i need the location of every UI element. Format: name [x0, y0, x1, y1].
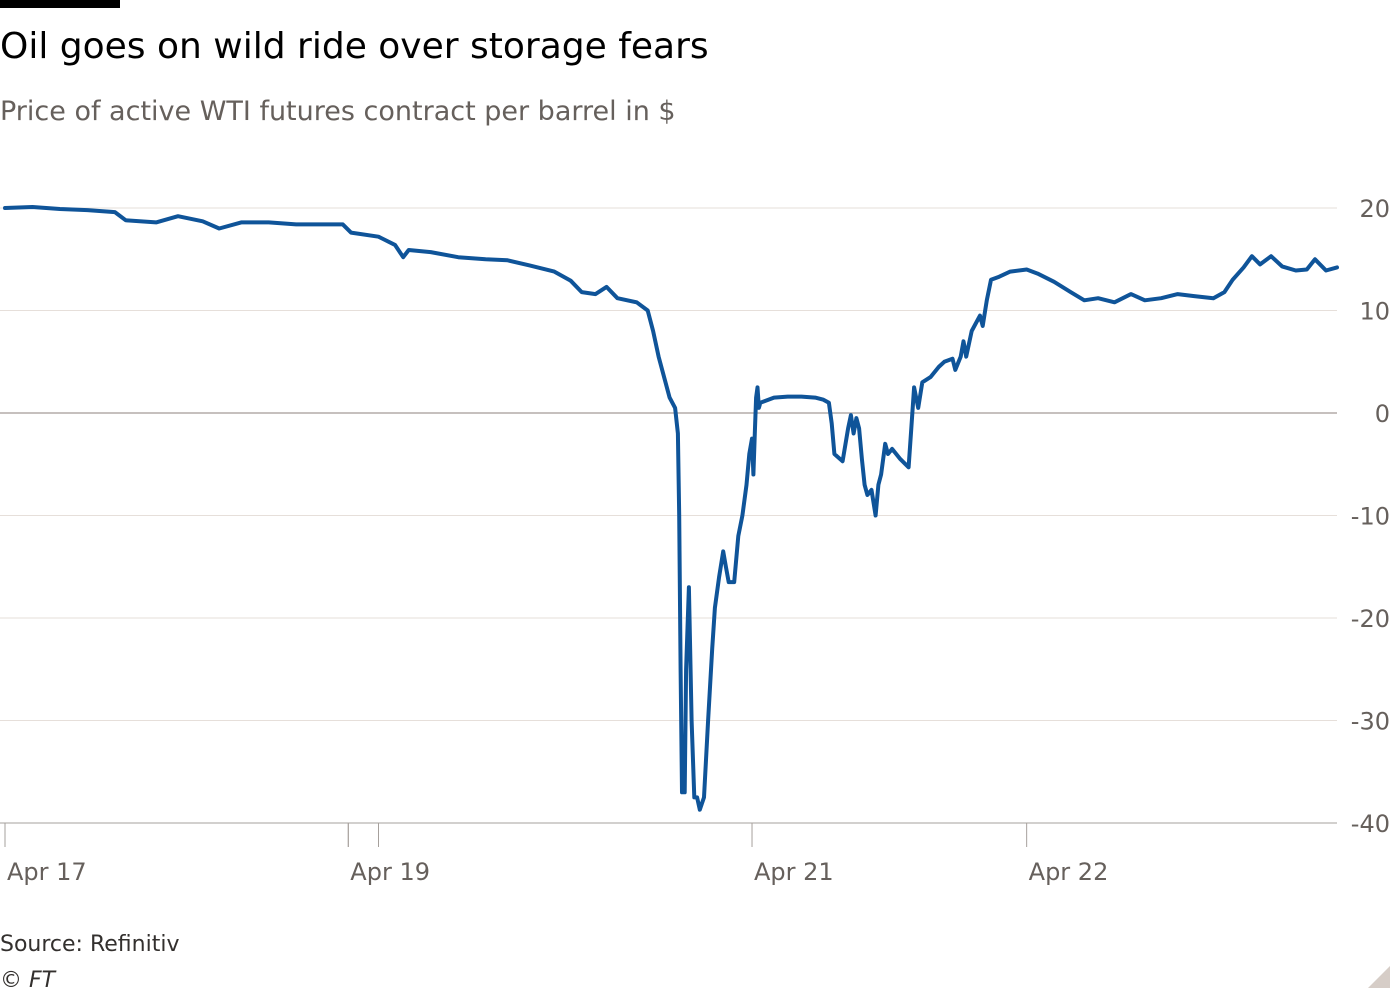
y-tick-label: 10 — [1359, 298, 1390, 326]
x-tick-label: Apr 22 — [1029, 858, 1109, 886]
chart-title: Oil goes on wild ride over storage fears — [0, 26, 709, 67]
y-tick-label: -30 — [1351, 708, 1390, 736]
y-axis: 20 10 0 -10 -20 -30 -40 — [1351, 195, 1390, 838]
x-tick-label: Apr 19 — [350, 858, 430, 886]
source-note: Source: Refinitiv — [0, 932, 180, 957]
y-tick-label: -40 — [1351, 810, 1390, 838]
y-tick-label: -10 — [1351, 503, 1390, 531]
y-tick-label: 20 — [1359, 195, 1390, 223]
y-tick-label: -20 — [1351, 605, 1390, 633]
x-axis: Apr 17 Apr 19 Apr 21 Apr 22 — [0, 822, 1337, 886]
copyright-note: © FT — [0, 968, 56, 993]
chart-subtitle: Price of active WTI futures contract per… — [0, 96, 676, 127]
price-series — [3, 205, 1339, 812]
series-line — [3, 205, 1339, 812]
corner-mark — [1368, 966, 1390, 988]
y-tick-label: 0 — [1375, 400, 1390, 428]
x-tick-label: Apr 17 — [7, 858, 87, 886]
gridlines — [0, 207, 1337, 824]
x-tick-label: Apr 21 — [754, 858, 834, 886]
brand-bar — [0, 0, 120, 8]
